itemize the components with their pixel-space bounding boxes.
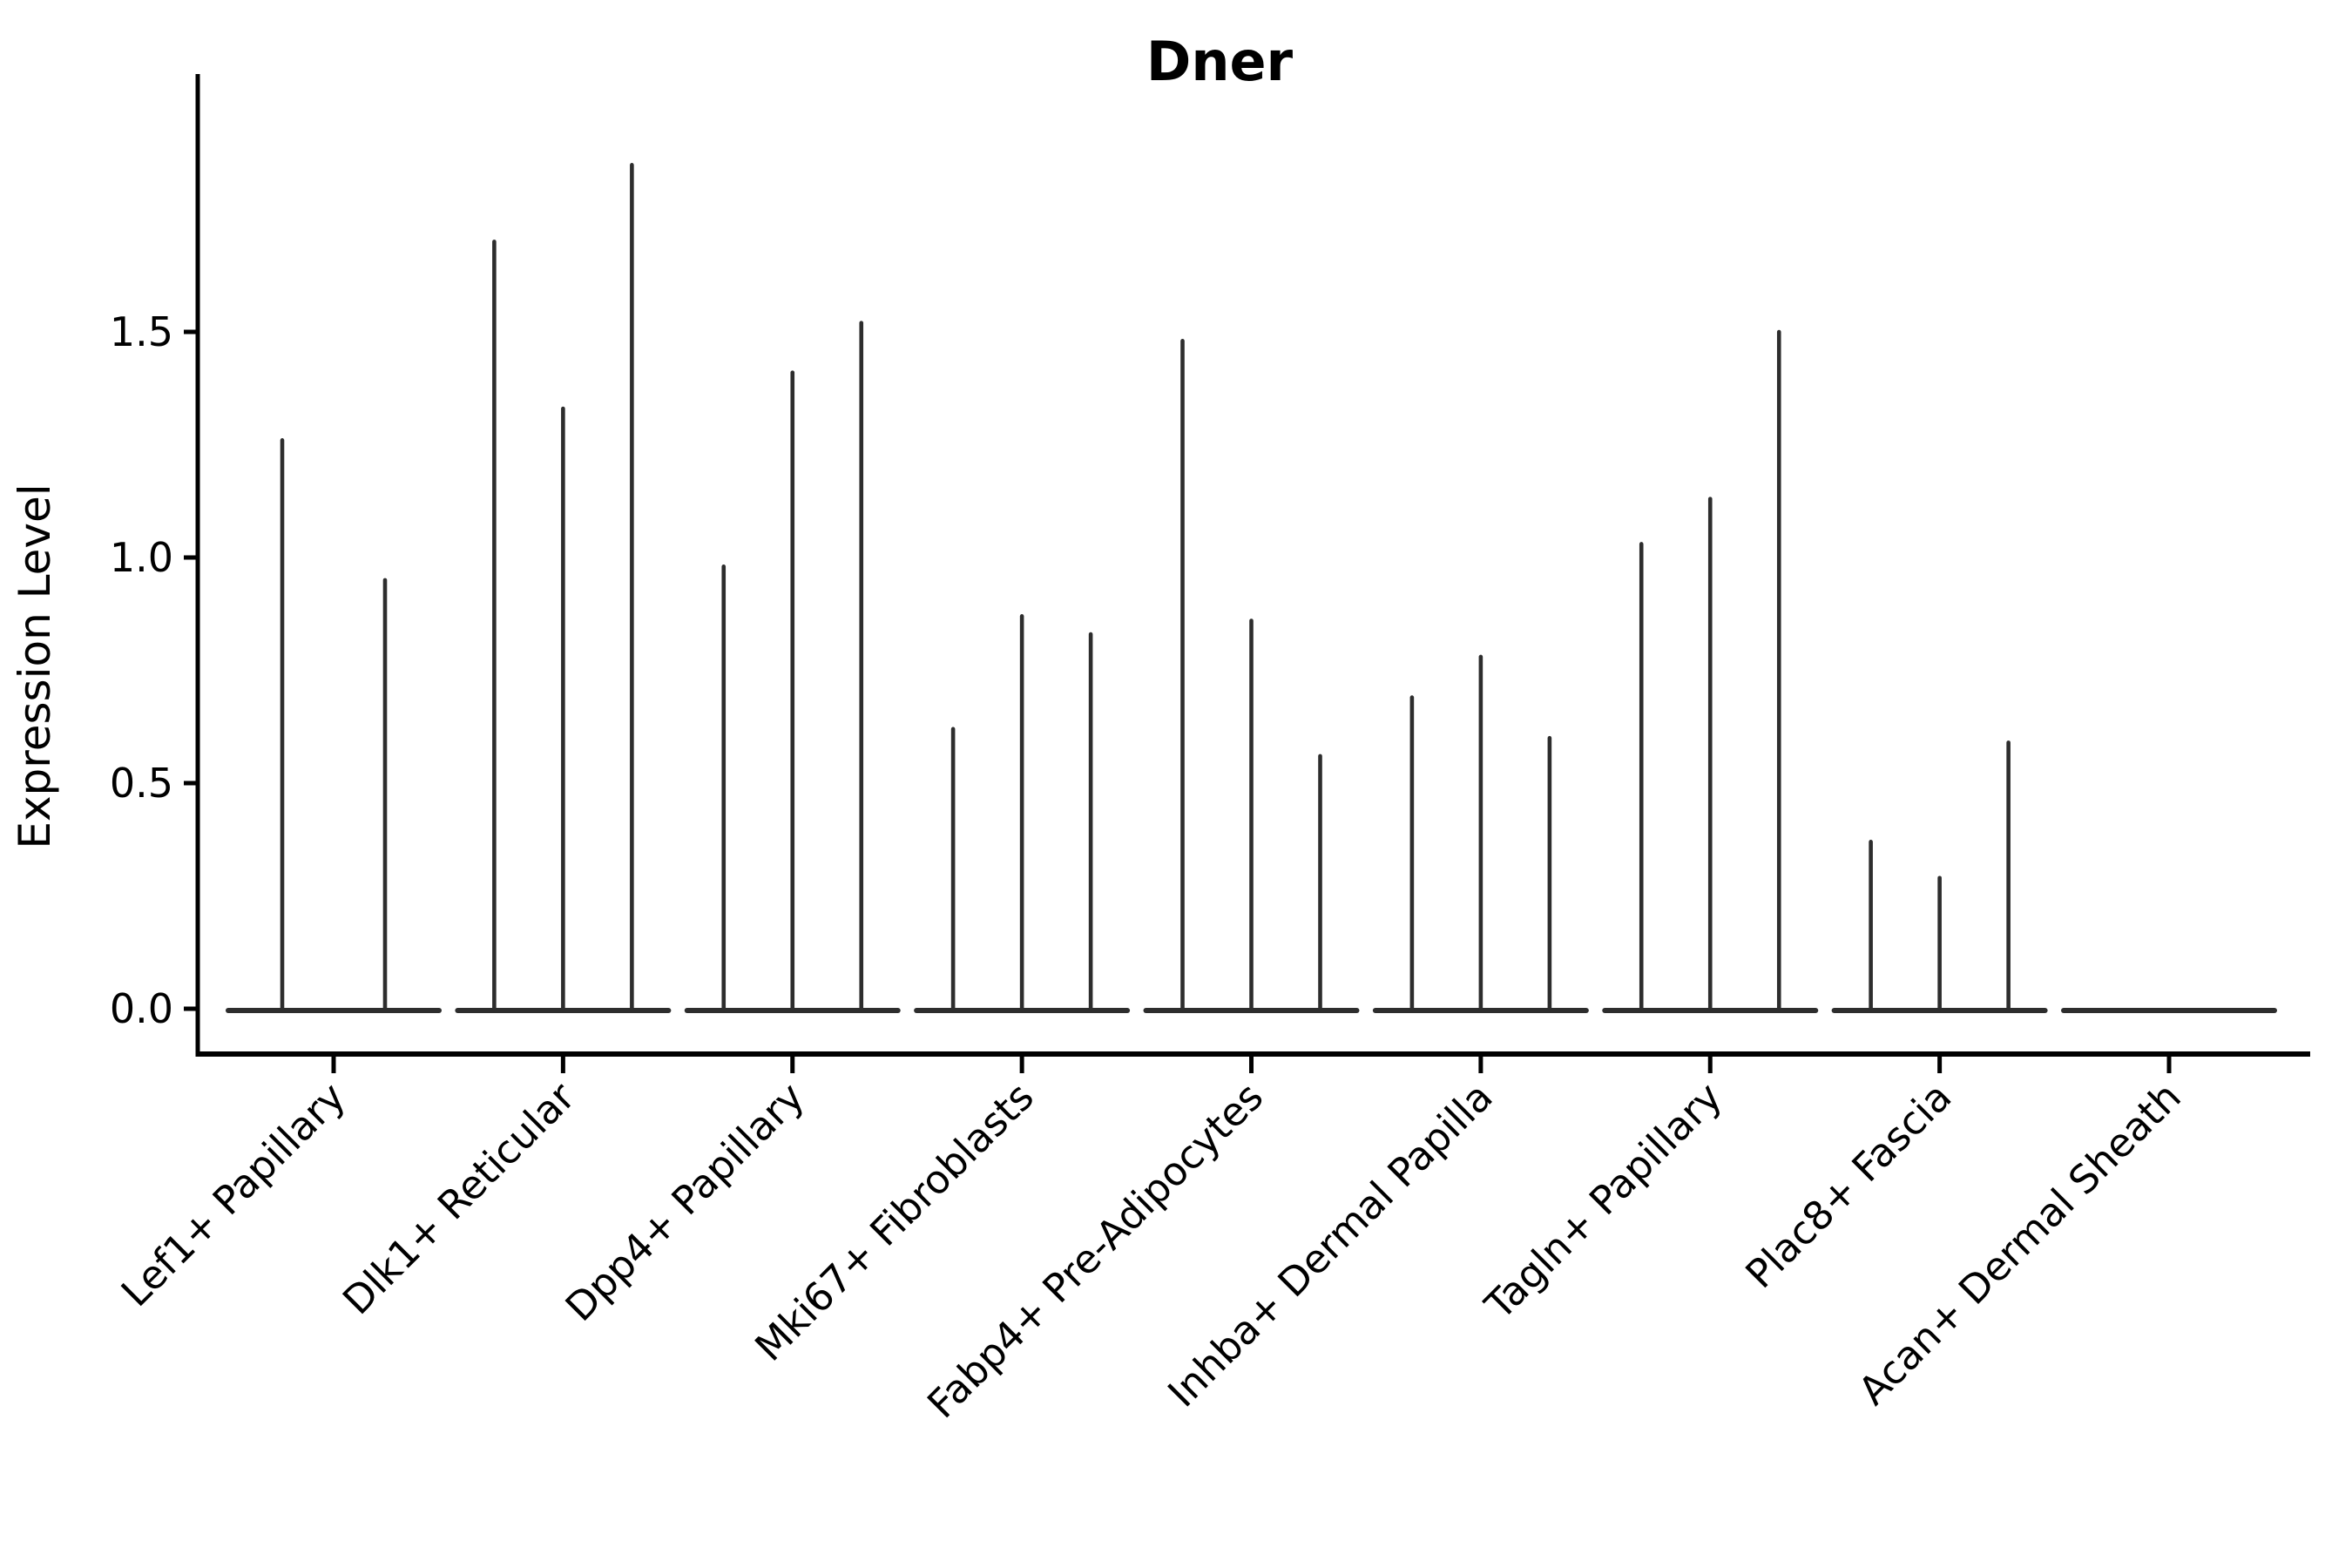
chart-title: Dner <box>1146 30 1294 93</box>
x-tick-label: Plac8+ Fascia <box>1737 1073 1961 1297</box>
x-tick-label: Dlk1+ Reticular <box>334 1073 584 1323</box>
y-tick-label: 0.0 <box>110 985 173 1032</box>
y-axis-label: Expression Level <box>10 483 60 848</box>
x-tick-label: Dpp4+ Papillary <box>557 1073 814 1330</box>
y-tick-label: 0.5 <box>110 760 173 807</box>
x-tick-label: Tagln+ Papillary <box>1476 1073 1731 1328</box>
y-tick-label: 1.0 <box>110 534 173 581</box>
x-tick-label: Lef1+ Papillary <box>112 1073 355 1315</box>
y-tick-label: 1.5 <box>110 308 173 355</box>
